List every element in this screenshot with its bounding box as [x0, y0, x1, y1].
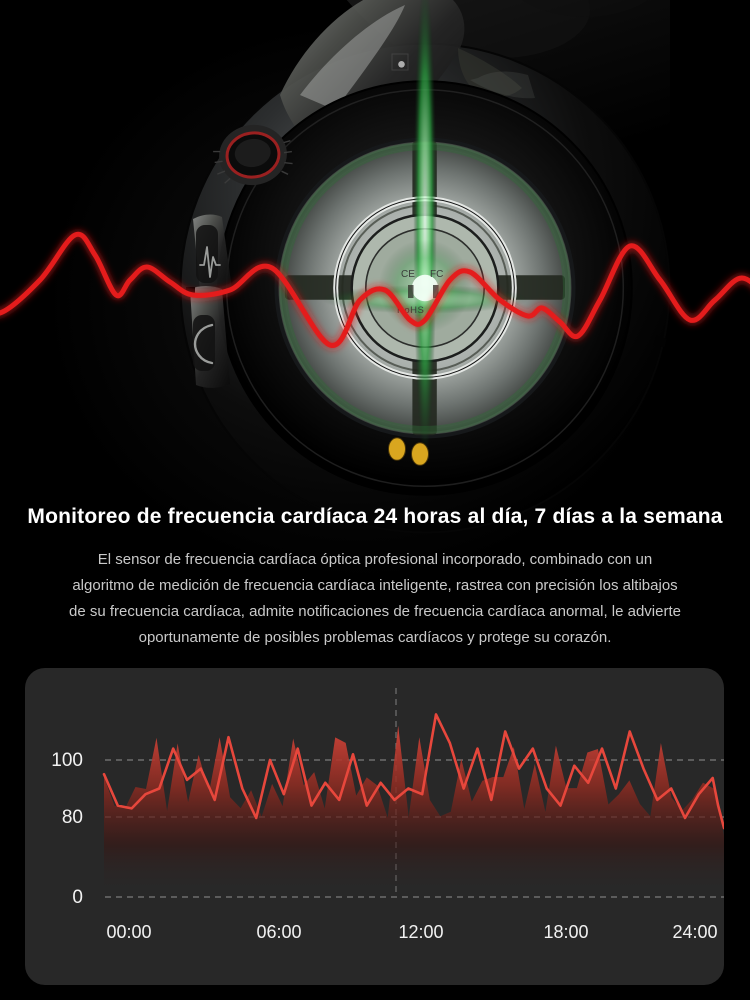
svg-text:0: 0 [72, 887, 83, 908]
svg-text:80: 80 [62, 807, 83, 828]
svg-text:12:00: 12:00 [398, 922, 443, 942]
svg-text:CE: CE [401, 269, 415, 280]
svg-text:06:00: 06:00 [256, 922, 301, 942]
svg-text:FC: FC [430, 269, 443, 280]
svg-text:18:00: 18:00 [543, 922, 588, 942]
svg-text:24:00: 24:00 [672, 922, 717, 942]
svg-text:00:00: 00:00 [106, 922, 151, 942]
svg-text:100: 100 [51, 750, 83, 771]
